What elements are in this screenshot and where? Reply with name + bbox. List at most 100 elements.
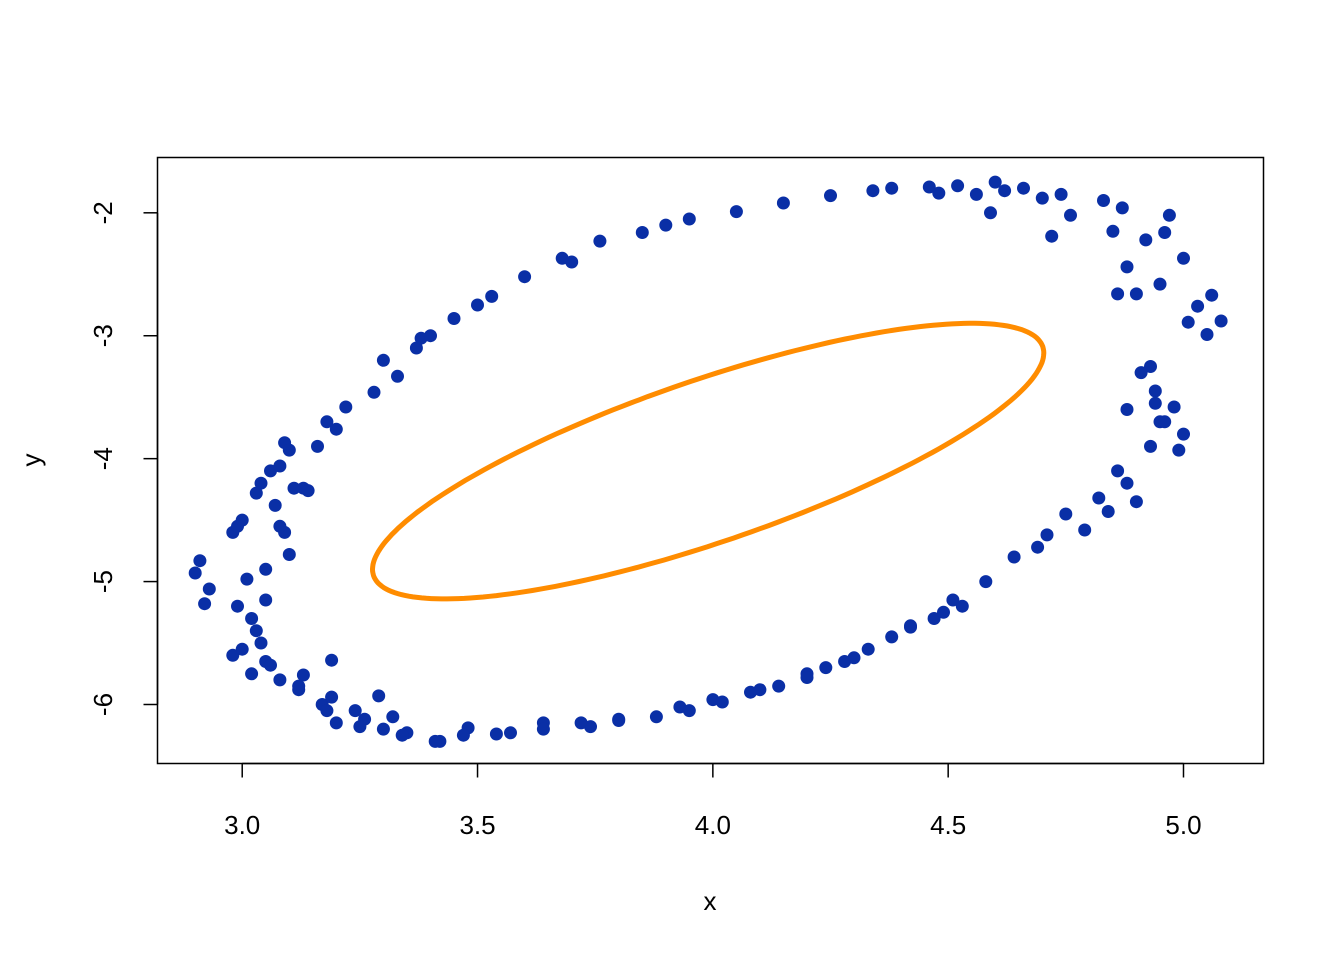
- data-point: [273, 519, 287, 533]
- data-point: [1040, 528, 1054, 542]
- plot-frame: [156, 156, 1265, 765]
- data-point: [744, 685, 757, 699]
- data-point: [776, 196, 790, 210]
- data-point: [1078, 523, 1092, 537]
- data-point: [885, 630, 899, 644]
- data-point: [231, 599, 244, 613]
- data-point: [824, 189, 837, 203]
- data-point: [536, 722, 550, 736]
- data-point: [339, 400, 353, 414]
- data-point: [861, 642, 875, 656]
- y-tick-label: -3: [88, 324, 118, 347]
- data-point: [979, 575, 993, 589]
- data-point: [649, 710, 663, 724]
- x-tick-label: 3.0: [224, 810, 260, 840]
- data-point: [772, 679, 786, 693]
- data-point: [273, 459, 287, 473]
- data-point: [259, 593, 273, 607]
- x-axis-title: x: [704, 886, 717, 916]
- data-point: [386, 710, 400, 724]
- data-point: [1134, 366, 1148, 380]
- data-point: [635, 226, 649, 239]
- data-point: [249, 624, 263, 638]
- data-point: [471, 298, 484, 312]
- data-point: [984, 206, 997, 220]
- data-point: [376, 353, 390, 367]
- data-point: [193, 554, 207, 568]
- data-point: [296, 668, 310, 682]
- data-point: [998, 184, 1012, 198]
- y-axis-title: y: [16, 454, 46, 467]
- data-point: [249, 486, 263, 500]
- data-point: [329, 422, 343, 436]
- data-point: [800, 671, 814, 684]
- data-point: [1101, 505, 1115, 518]
- data-point: [372, 689, 386, 703]
- data-point: [1167, 400, 1181, 414]
- data-point: [1148, 396, 1162, 410]
- data-point: [353, 720, 367, 734]
- data-point: [1181, 315, 1195, 329]
- data-point: [1129, 287, 1143, 301]
- data-point: [245, 612, 259, 625]
- data-point: [391, 369, 404, 383]
- data-point: [1111, 464, 1125, 478]
- data-point: [1158, 226, 1172, 239]
- y-axis: -2 -3 -4 -5 -6: [88, 201, 159, 716]
- data-point: [1031, 540, 1045, 554]
- data-point: [574, 716, 588, 730]
- data-point: [838, 655, 852, 668]
- x-tick-label: 4.5: [930, 810, 966, 840]
- data-point: [235, 513, 249, 527]
- data-point: [1205, 288, 1219, 302]
- data-point: [1007, 550, 1021, 564]
- data-point: [311, 439, 324, 453]
- data-point: [1092, 491, 1106, 505]
- data-points: [188, 175, 1228, 748]
- data-point: [866, 184, 880, 198]
- data-point: [682, 212, 696, 226]
- data-point: [292, 679, 306, 693]
- data-point: [282, 443, 296, 457]
- data-point: [1153, 277, 1167, 291]
- x-axis: 3.0 3.5 4.0 4.5 5.0: [224, 762, 1202, 840]
- data-point: [969, 187, 983, 201]
- fitted-ellipse: [369, 320, 1047, 602]
- data-point: [819, 661, 833, 675]
- data-point: [937, 605, 950, 619]
- data-point: [1106, 224, 1120, 238]
- data-point: [1054, 187, 1068, 201]
- data-point: [254, 476, 268, 490]
- data-point: [927, 612, 941, 625]
- data-point: [1129, 495, 1143, 509]
- data-point: [198, 597, 212, 611]
- data-point: [922, 180, 936, 194]
- y-tick-label: -5: [88, 570, 118, 593]
- data-point: [1200, 328, 1214, 341]
- data-point: [273, 673, 287, 687]
- data-point: [932, 186, 946, 200]
- data-point: [1177, 427, 1190, 441]
- data-point: [1120, 403, 1134, 416]
- data-point: [1111, 287, 1125, 301]
- data-point: [226, 648, 240, 662]
- data-point: [282, 548, 296, 561]
- data-point: [1162, 208, 1176, 222]
- y-tick-label: -6: [88, 693, 118, 716]
- data-point: [489, 727, 503, 741]
- data-point: [518, 270, 532, 284]
- data-point: [1059, 507, 1073, 521]
- data-point: [1017, 181, 1030, 195]
- data-point: [1172, 443, 1186, 457]
- data-point: [268, 498, 282, 512]
- data-point: [325, 653, 339, 667]
- data-point: [885, 181, 899, 195]
- data-point: [329, 716, 343, 730]
- data-point: [456, 728, 470, 742]
- data-point: [264, 658, 277, 672]
- data-point: [504, 726, 517, 740]
- data-point: [320, 415, 334, 429]
- x-tick-label: 5.0: [1165, 810, 1201, 840]
- data-point: [1177, 251, 1190, 265]
- data-point: [485, 289, 499, 303]
